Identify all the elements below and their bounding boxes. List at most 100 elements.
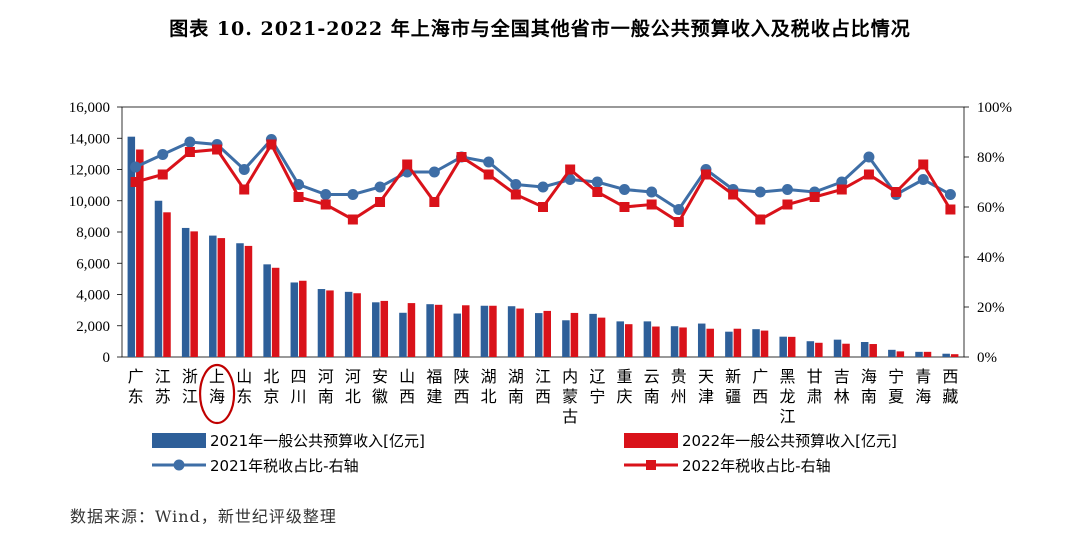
tax-ratio-2022-point-黑龙江 bbox=[782, 199, 793, 210]
bar-2022-陕西 bbox=[462, 305, 470, 357]
bar-2022-青海 bbox=[923, 351, 932, 357]
left-axis-tick-label: 6,000 bbox=[76, 256, 110, 272]
tax-ratio-2021-point-重庆 bbox=[618, 184, 630, 195]
bar-2021-安徽 bbox=[372, 302, 380, 357]
bar-2021-天津 bbox=[697, 323, 706, 357]
legend-marker-3 bbox=[646, 460, 656, 470]
tax-ratio-2021-point-安徽 bbox=[374, 181, 386, 193]
bar-2022-浙江 bbox=[190, 231, 198, 357]
tax-ratio-2021-point-辽宁 bbox=[591, 176, 603, 188]
bar-2021-宁夏 bbox=[888, 349, 896, 357]
category-label-北京: 北京 bbox=[263, 367, 279, 406]
category-label-陕西: 陕西 bbox=[454, 367, 470, 406]
legend-label-0: 2021年一般公共预算收入[亿元] bbox=[210, 432, 425, 450]
bar-2021-甘肃 bbox=[806, 341, 815, 357]
bar-2021-云南 bbox=[643, 321, 652, 357]
bars-group bbox=[127, 136, 959, 357]
bar-2021-重庆 bbox=[616, 321, 624, 357]
category-labels: 广东江苏浙江上海山东北京四川河南河北安徽山西福建陕西湖北湖南江西内蒙古辽宁重庆云… bbox=[128, 363, 958, 426]
bar-2021-四川 bbox=[290, 282, 299, 357]
tax-ratio-2022-point-广西 bbox=[755, 214, 766, 225]
bar-2022-西藏 bbox=[950, 354, 959, 357]
source-note: 数据来源：Wind，新世纪评级整理 bbox=[70, 507, 337, 526]
category-label-辽宁: 辽宁 bbox=[589, 367, 605, 406]
tax-ratio-2022-point-青海 bbox=[918, 159, 929, 170]
legend-label-1: 2022年一般公共预算收入[亿元] bbox=[682, 432, 897, 450]
tax-ratio-2022-point-江西 bbox=[538, 202, 548, 212]
bar-2021-江苏 bbox=[154, 200, 163, 357]
lines-group bbox=[130, 134, 956, 227]
category-label-上海: 上海 bbox=[209, 367, 225, 406]
tax-ratio-2021-line bbox=[134, 136, 952, 212]
tax-ratio-2022-point-河北 bbox=[347, 214, 358, 225]
category-label-山东: 山东 bbox=[236, 367, 252, 406]
tax-ratio-2021-point-贵州 bbox=[673, 204, 685, 215]
right-axis-tick-label: 0% bbox=[977, 350, 997, 366]
left-axis-tick-label: 0 bbox=[103, 350, 111, 366]
tax-ratio-2021-point-广东 bbox=[130, 161, 142, 173]
category-label-天津: 天津 bbox=[698, 367, 714, 406]
bar-2021-广西 bbox=[752, 329, 760, 357]
bar-2022-山西 bbox=[407, 303, 416, 357]
bar-2022-广西 bbox=[760, 330, 769, 357]
bar-2022-广东 bbox=[136, 149, 144, 357]
bar-2021-陕西 bbox=[453, 313, 462, 357]
bar-2021-湖北 bbox=[480, 305, 489, 357]
bar-2022-吉林 bbox=[842, 343, 850, 357]
tax-ratio-2021-point-山东 bbox=[238, 164, 250, 175]
legend: 2021年一般公共预算收入[亿元] 2022年一般公共预算收入[亿元] 2021年税… bbox=[152, 432, 897, 475]
tax-ratio-2022-point-江苏 bbox=[157, 169, 168, 180]
tax-ratio-2022-point-天津 bbox=[700, 169, 711, 180]
bar-2021-辽宁 bbox=[589, 313, 597, 357]
tax-ratio-2021-point-福建 bbox=[428, 166, 440, 178]
bar-2021-西藏 bbox=[942, 353, 950, 357]
bar-2022-甘肃 bbox=[815, 342, 823, 357]
right-axis-tick-label: 80% bbox=[977, 150, 1005, 166]
chart-title: 图表 10. 2021-2022 年上海市与全国其他省市一般公共预算收入及税收占… bbox=[169, 18, 911, 40]
legend-swatch-1 bbox=[624, 433, 678, 448]
bar-2022-江苏 bbox=[163, 212, 171, 357]
left-axis-tick-label: 2,000 bbox=[76, 319, 110, 335]
tax-ratio-2022-point-西藏 bbox=[945, 204, 956, 215]
category-label-新疆: 新疆 bbox=[725, 367, 741, 406]
bar-2021-上海 bbox=[209, 235, 217, 357]
legend-label-2: 2021年税收占比-右轴 bbox=[210, 457, 359, 475]
right-axis-tick-label: 60% bbox=[977, 200, 1005, 216]
tax-ratio-2022-point-陕西 bbox=[456, 152, 467, 162]
left-axis-tick-label: 4,000 bbox=[76, 288, 110, 304]
category-label-浙江: 浙江 bbox=[182, 367, 198, 406]
category-label-宁夏: 宁夏 bbox=[888, 367, 904, 406]
bar-2021-浙江 bbox=[181, 227, 190, 357]
tax-ratio-2022-point-广东 bbox=[130, 177, 141, 187]
category-label-贵州: 贵州 bbox=[671, 367, 687, 406]
bar-2021-山东 bbox=[236, 243, 244, 357]
tax-ratio-2021-point-广西 bbox=[754, 186, 766, 198]
bar-2022-安徽 bbox=[380, 300, 389, 357]
bar-2021-广东 bbox=[127, 136, 136, 357]
tax-ratio-2021-point-河南 bbox=[320, 189, 332, 200]
tax-ratio-2022-point-内蒙古 bbox=[565, 164, 576, 175]
tax-ratio-2021-point-江西 bbox=[537, 181, 549, 193]
bar-2022-山东 bbox=[244, 245, 253, 357]
category-label-青海: 青海 bbox=[915, 367, 931, 406]
left-axis-tick-label: 16,000 bbox=[69, 100, 110, 116]
bar-2022-黑龙江 bbox=[787, 336, 796, 357]
category-label-河北: 河北 bbox=[345, 367, 361, 406]
bar-2021-吉林 bbox=[833, 339, 842, 357]
tax-ratio-2022-point-湖北 bbox=[483, 169, 494, 180]
tax-ratio-2022-point-吉林 bbox=[836, 184, 847, 195]
bar-2022-海南 bbox=[869, 344, 877, 357]
bar-2022-宁夏 bbox=[896, 351, 905, 357]
category-label-海南: 海南 bbox=[861, 367, 877, 406]
bar-2022-辽宁 bbox=[597, 317, 606, 357]
category-label-江苏: 江苏 bbox=[155, 367, 171, 406]
tax-ratio-2021-point-内蒙古 bbox=[564, 174, 576, 185]
right-axis-tick-label: 100% bbox=[977, 100, 1012, 116]
bar-2022-河北 bbox=[353, 293, 361, 357]
bar-2022-四川 bbox=[299, 280, 307, 357]
axes-group: 0 2,000 4,000 6,000 8,000 10,000 12,000 14,000 1… bbox=[69, 100, 1012, 366]
tax-ratio-2022-point-贵州 bbox=[673, 217, 684, 227]
highlight-circle bbox=[198, 363, 236, 425]
bar-2021-福建 bbox=[426, 304, 434, 357]
